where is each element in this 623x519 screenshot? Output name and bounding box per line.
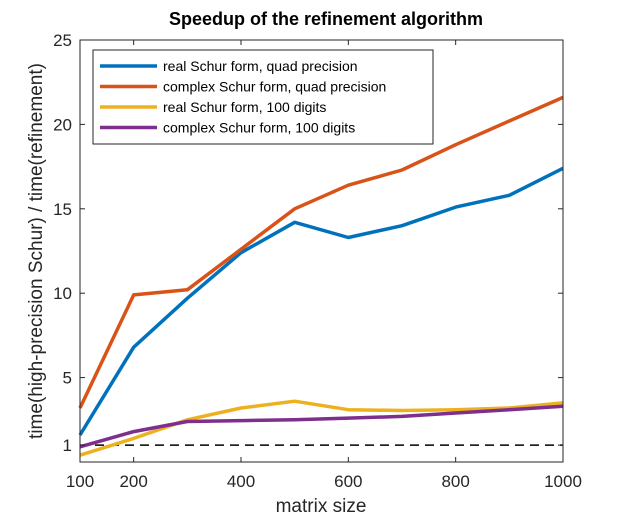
legend-label-1: real Schur form, quad precision (163, 58, 358, 74)
x-tick-label: 800 (441, 472, 469, 491)
x-tick-label: 600 (334, 472, 362, 491)
series-line-3 (79, 399, 564, 457)
y-tick-label: 1 (63, 436, 72, 455)
legend-label-4: complex Schur form, 100 digits (163, 120, 355, 136)
y-tick-label: 20 (53, 115, 72, 134)
y-axis-label: time(high-precision Schur) / time(refine… (26, 63, 47, 439)
series-line-2 (78, 95, 564, 409)
chart-title: Speedup of the refinement algorithm (169, 9, 483, 29)
legend-label-2: complex Schur form, quad precision (163, 79, 386, 95)
x-axis-label: matrix size (276, 496, 367, 517)
legend-label-3: real Schur form, 100 digits (163, 99, 326, 115)
plot-frame (79, 39, 564, 463)
legend: real Schur form, quad precision complex S… (92, 49, 434, 145)
series-line-4 (79, 404, 564, 449)
y-tick-label: 25 (53, 31, 72, 50)
series-line-1 (78, 166, 564, 436)
x-tick-label: 100 (66, 472, 94, 491)
x-tick-label: 200 (119, 472, 147, 491)
x-tick-label: 1000 (544, 472, 582, 491)
y-tick-label: 5 (63, 369, 72, 388)
y-tick-label: 15 (53, 200, 72, 219)
x-tick-label: 400 (227, 472, 255, 491)
y-tick-label: 10 (53, 284, 72, 303)
